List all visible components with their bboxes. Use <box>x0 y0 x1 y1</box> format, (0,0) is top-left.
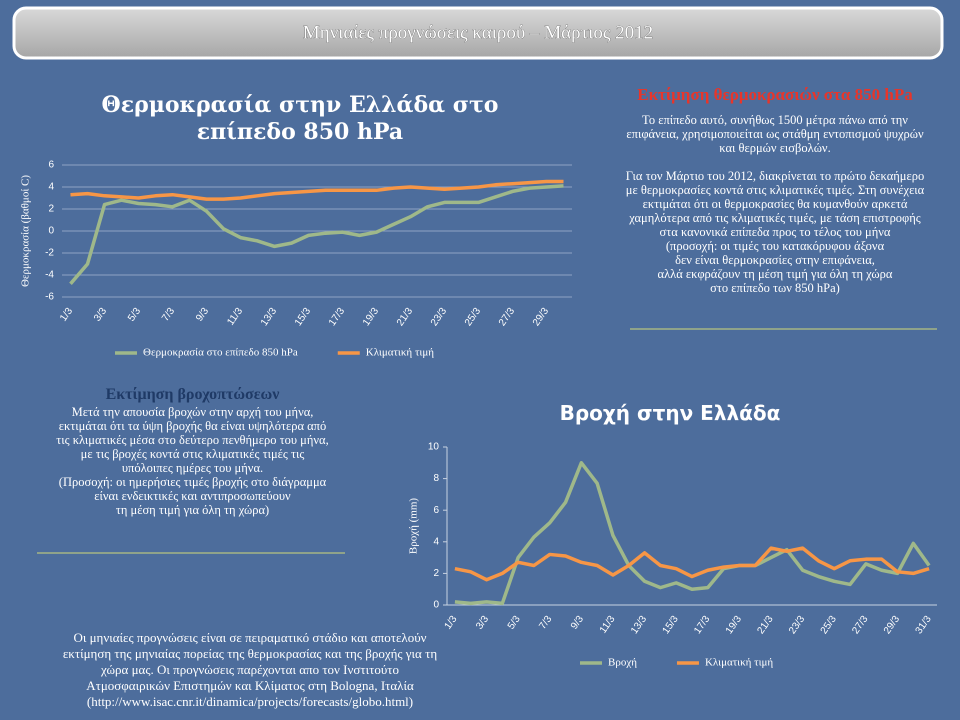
x-tick-label: 5/3 <box>126 306 143 324</box>
text-line: (προσοχή: οι τιμές του κατακόρυφου άξονα <box>665 239 885 253</box>
y-tick-label: -2 <box>45 248 54 259</box>
legend-label: Κλιματική τιμή <box>705 657 773 669</box>
x-tick-label: 27/3 <box>850 614 870 637</box>
text-line: με τις βροχές κοντά στις κλιματικές τιμέ… <box>80 447 305 461</box>
y-tick-label: 0 <box>433 600 439 611</box>
x-tick-label: 7/3 <box>537 614 554 632</box>
x-tick-label: 7/3 <box>160 306 177 324</box>
y-tick-label: 6 <box>48 160 54 171</box>
text-line: στα κανονικά επίπεδα προς το τέλος του μ… <box>659 225 891 239</box>
x-tick-label: 31/3 <box>914 614 934 637</box>
x-tick-label: 17/3 <box>692 614 712 637</box>
text-line: τις κλιματικές μέσα στο δεύτερο πενθήμερ… <box>56 433 329 447</box>
y-tick-label: 0 <box>48 226 54 237</box>
text-line: χώρα μας. Οι προγνώσεις παρέχονται απο τ… <box>100 662 399 677</box>
footer: Οι μηνιαίες προγνώσεις είναι σε πειραματ… <box>20 630 480 710</box>
text-line: εκτιμάται ότι οι θερμοκρασίες θα κυμανθο… <box>642 197 908 211</box>
paragraph: Για τον Μάρτιο του 2012, διακρίνεται το … <box>600 169 950 295</box>
legend-label: Βροχή <box>608 657 637 669</box>
x-tick-label: 15/3 <box>661 614 681 637</box>
text-line: υπόλοιπες ημέρες του μήνα. <box>121 461 264 475</box>
text-line: Μετά την απουσία βροχών στην αρχή του μή… <box>71 405 314 419</box>
x-tick-label: 3/3 <box>92 306 109 324</box>
text-line: Ατμοσφαιρικών Επιστημών και Κλίματος στη… <box>86 678 414 693</box>
line-series <box>454 461 931 606</box>
y-tick-label: 2 <box>433 568 439 579</box>
note-title: Εκτίμηση θερμοκρασιών στα 850 hPa <box>637 85 913 104</box>
x-tick-label: 23/3 <box>787 614 807 637</box>
x-tick-label: 25/3 <box>463 306 483 329</box>
y-tick-label: 4 <box>433 536 439 547</box>
text-line: δεν είναι θερμοκρασίες στην επιφάνεια, <box>675 253 875 267</box>
y-tick-label: -4 <box>45 270 54 281</box>
temperature-note: Εκτίμηση θερμοκρασιών στα 850 hPa Το επί… <box>600 85 950 309</box>
y-tick-label: 10 <box>428 442 440 453</box>
chart-title: Θερμοκρασία στην Ελλάδα στο επίπεδο 850 … <box>101 92 499 145</box>
y-tick-label: 2 <box>48 204 54 215</box>
text-line: στο επίπεδο των 850 hPa) <box>710 281 840 295</box>
text-line: είναι ενδεικτικές και αντιπροσωπεύουν <box>94 489 291 503</box>
x-tick-label: 1/3 <box>58 306 75 324</box>
text-line: Οι μηνιαίες προγνώσεις είναι σε πειραματ… <box>73 630 427 645</box>
line-series <box>69 184 564 285</box>
x-tick-label: 17/3 <box>327 306 347 329</box>
header-title: Μηνιαίες προγνώσεις καιρού – Μάρτιος 201… <box>303 22 653 43</box>
x-tick-label: 21/3 <box>395 306 415 329</box>
text-line: (http://www.isac.cnr.it/dinamica/project… <box>86 694 414 709</box>
x-tick-label: 15/3 <box>293 306 313 329</box>
text-line: Το επίπεδο αυτό, συνήθως 1500 μέτρα πάνω… <box>642 113 908 127</box>
text-line: εκτιμάται ότι τα ύψη βροχής θα είναι υψη… <box>58 419 327 433</box>
text-line: αλλά εκφράζουν τη μέση τιμή για όλη τη χ… <box>657 267 893 281</box>
rain-note: Εκτίμηση βροχοπτώσεων Μετά την απουσία β… <box>20 385 365 517</box>
x-tick-label: 29/3 <box>531 306 551 329</box>
legend-label: Κλιματική τιμή <box>366 347 434 359</box>
y-tick-label: 4 <box>48 182 54 193</box>
x-tick-label: 13/3 <box>259 306 279 329</box>
text-line: με θερμοκρασίες κοντά στις κλιματικές τι… <box>625 183 925 197</box>
x-tick-label: 9/3 <box>194 306 211 324</box>
x-tick-label: 11/3 <box>598 614 618 636</box>
y-tick-label: -6 <box>45 292 54 303</box>
text-line: (Προσοχή: οι ημερήσιες τιμές βροχής στο … <box>58 475 327 489</box>
text-line: επιφάνεια, χρησιμοποιείται ως στάθμη εντ… <box>626 127 924 141</box>
x-tick-label: 5/3 <box>506 614 523 632</box>
text-line: χαμηλότερα από τις κλιματικές τιμές, με … <box>629 211 921 225</box>
x-tick-label: 19/3 <box>361 306 381 329</box>
x-tick-label: 19/3 <box>724 614 744 637</box>
x-tick-label: 9/3 <box>569 614 586 632</box>
x-tick-label: 1/3 <box>443 614 460 632</box>
text-line: εκτίμηση της μηνιαίας πορείας της θερμοκ… <box>62 646 438 661</box>
x-tick-label: 13/3 <box>629 614 649 637</box>
chart-title: Βροχή στην Ελλάδα <box>559 401 781 425</box>
x-tick-label: 23/3 <box>429 306 449 329</box>
header-bar <box>12 6 944 60</box>
text-line: και θερμών εισβολών. <box>719 141 831 155</box>
legend-label: Θερμοκρασία στο επίπεδο 850 hPa <box>143 347 298 359</box>
note-title: Εκτίμηση βροχοπτώσεων <box>105 386 280 403</box>
line-series <box>70 179 564 201</box>
text-line: τη μέση τιμή για όλη τη χώρα) <box>115 503 270 517</box>
x-tick-label: 25/3 <box>819 614 839 637</box>
x-tick-label: 3/3 <box>474 614 491 632</box>
y-axis-label: Βροχή (mm) <box>408 498 420 554</box>
line-series <box>454 546 930 582</box>
x-tick-label: 27/3 <box>497 306 517 329</box>
text-line: Για τον Μάρτιο του 2012, διακρίνεται το … <box>625 169 925 183</box>
y-axis-label: Θερμοκρασία (βαθμοί C) <box>20 175 32 287</box>
paragraph: Το επίπεδο αυτό, συνήθως 1500 μέτρα πάνω… <box>600 113 950 155</box>
x-tick-label: 29/3 <box>882 614 902 637</box>
y-tick-label: 8 <box>433 473 439 484</box>
x-tick-label: 21/3 <box>755 614 775 637</box>
x-tick-label: 11/3 <box>225 306 245 328</box>
y-tick-label: 6 <box>433 505 439 516</box>
